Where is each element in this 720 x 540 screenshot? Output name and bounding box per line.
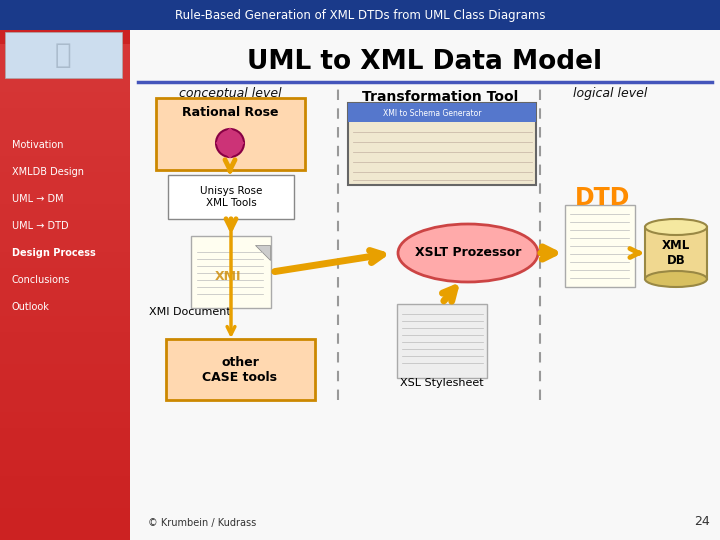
Text: XML
DB: XML DB	[662, 239, 690, 267]
Bar	[0, 188, 130, 204]
Bar	[0, 316, 130, 332]
Bar	[0, 220, 130, 236]
Bar	[0, 30, 130, 540]
FancyBboxPatch shape	[166, 339, 315, 400]
Text: XMI to Schema Generator: XMI to Schema Generator	[383, 109, 481, 118]
Bar	[0, 284, 130, 300]
Text: XMI: XMI	[215, 271, 241, 284]
Bar	[0, 364, 130, 380]
Bar	[0, 236, 130, 252]
Text: other
CASE tools: other CASE tools	[202, 356, 277, 384]
Text: Unisys Rose
XML Tools: Unisys Rose XML Tools	[200, 186, 262, 208]
Bar	[0, 0, 720, 30]
Bar	[130, 30, 720, 540]
Bar	[0, 428, 130, 444]
Text: UML to XML Data Model: UML to XML Data Model	[248, 49, 603, 75]
Bar	[645, 227, 707, 279]
Text: XSL Stylesheet: XSL Stylesheet	[400, 378, 484, 388]
Bar	[0, 252, 130, 268]
FancyBboxPatch shape	[565, 205, 635, 287]
Ellipse shape	[398, 224, 538, 282]
Bar	[0, 508, 130, 524]
Text: © Krumbein / Kudrass: © Krumbein / Kudrass	[148, 518, 256, 528]
Bar	[348, 103, 536, 185]
Text: 24: 24	[694, 515, 710, 528]
Text: XSLT Prozessor: XSLT Prozessor	[415, 246, 521, 260]
Bar	[0, 204, 130, 220]
Bar	[0, 76, 130, 92]
Polygon shape	[255, 245, 270, 260]
FancyBboxPatch shape	[156, 98, 305, 170]
Bar	[0, 44, 130, 60]
Bar	[0, 444, 130, 460]
Bar	[0, 300, 130, 316]
Bar	[5, 32, 122, 78]
Text: Motivation: Motivation	[12, 140, 63, 150]
Bar	[0, 412, 130, 428]
Text: XMI Document: XMI Document	[149, 307, 231, 317]
FancyBboxPatch shape	[191, 236, 271, 308]
Text: XMLDB Design: XMLDB Design	[12, 167, 84, 177]
FancyBboxPatch shape	[168, 175, 294, 219]
Bar	[348, 103, 536, 122]
Bar	[0, 268, 130, 284]
Bar	[0, 476, 130, 492]
Ellipse shape	[645, 271, 707, 287]
Bar	[0, 348, 130, 364]
Text: Design Process: Design Process	[12, 248, 96, 258]
Bar	[0, 460, 130, 476]
Bar	[0, 492, 130, 508]
Text: logical level: logical level	[573, 86, 647, 99]
Bar	[0, 108, 130, 124]
Text: 🖼: 🖼	[55, 41, 71, 69]
Text: Transformation Tool: Transformation Tool	[362, 90, 518, 104]
Bar	[0, 380, 130, 396]
Bar	[0, 124, 130, 140]
Text: Outlook: Outlook	[12, 302, 50, 312]
Circle shape	[216, 129, 244, 157]
Text: Rational Rose: Rational Rose	[181, 105, 278, 118]
Text: Rule-Based Generation of XML DTDs from UML Class Diagrams: Rule-Based Generation of XML DTDs from U…	[175, 9, 545, 22]
Text: Conclusions: Conclusions	[12, 275, 71, 285]
Bar	[0, 140, 130, 156]
Text: UML → DM: UML → DM	[12, 194, 63, 204]
Text: conceptual level: conceptual level	[179, 86, 282, 99]
FancyBboxPatch shape	[397, 304, 487, 378]
Ellipse shape	[645, 219, 707, 235]
Bar	[0, 396, 130, 412]
Bar	[0, 332, 130, 348]
Bar	[0, 92, 130, 108]
Text: UML → DTD: UML → DTD	[12, 221, 68, 231]
Bar	[0, 60, 130, 76]
Bar	[0, 172, 130, 188]
Text: DTD: DTD	[575, 186, 631, 210]
Bar	[0, 156, 130, 172]
